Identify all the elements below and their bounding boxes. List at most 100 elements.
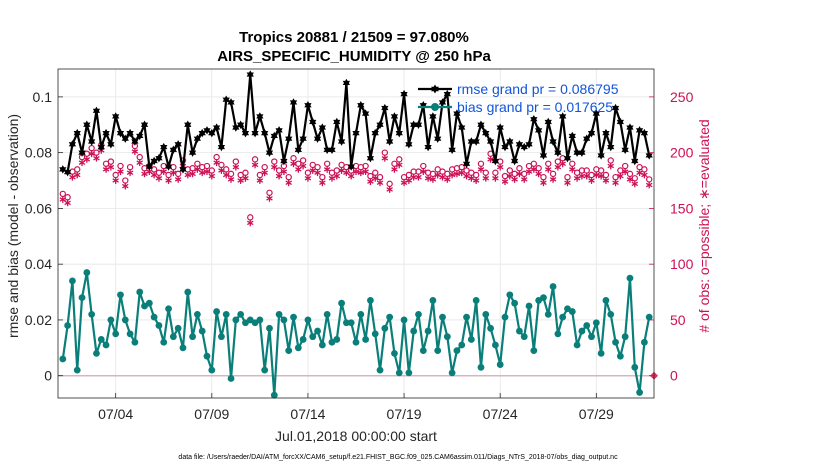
rmse-point — [241, 128, 250, 138]
rmse-point — [347, 162, 355, 171]
bias-point — [367, 297, 374, 304]
evaluated-obs-marker — [155, 174, 163, 182]
bias-point — [193, 310, 201, 318]
evaluated-obs-marker — [160, 168, 168, 176]
rmse-point — [381, 103, 389, 113]
asterisk-stroke — [544, 167, 552, 172]
x-tick-label: 07/24 — [483, 406, 518, 422]
evaluated-obs-marker — [251, 161, 259, 169]
rmse-point — [424, 142, 432, 152]
bias-point — [554, 330, 562, 338]
bias-point — [198, 327, 206, 335]
y2-tick-label: 200 — [670, 145, 694, 161]
rmse-point — [121, 134, 129, 143]
bias-point — [487, 324, 494, 332]
bias-point — [405, 369, 413, 377]
bias-point — [218, 333, 225, 341]
rmse-point — [414, 120, 423, 129]
rmse-point — [217, 142, 226, 152]
bias-point — [640, 338, 648, 346]
bias-point — [386, 313, 394, 321]
bias-point — [491, 341, 499, 349]
bias-point — [227, 375, 235, 382]
bias-point — [525, 302, 533, 310]
rmse-point — [116, 128, 125, 138]
evaluated-obs-marker — [78, 159, 86, 167]
evaluated-obs-marker — [487, 155, 494, 163]
asterisk-stroke — [319, 180, 326, 186]
rmse-point — [640, 128, 649, 138]
evaluated-obs-marker — [299, 162, 307, 170]
evaluated-obs-marker — [323, 165, 331, 173]
asterisk-stroke — [520, 177, 528, 182]
bias-point — [93, 349, 100, 357]
x-tick-label: 07/04 — [98, 406, 133, 422]
bias-point — [117, 291, 124, 299]
evaluated-obs-marker — [285, 179, 292, 187]
bias-point — [578, 327, 586, 335]
asterisk-stroke — [593, 172, 600, 178]
rmse-point — [592, 109, 600, 118]
evaluated-obs-marker — [136, 159, 143, 167]
y-tick-label: 0.02 — [25, 312, 52, 328]
asterisk-stroke — [271, 164, 278, 170]
rmse-point — [525, 140, 533, 149]
bias-point — [73, 366, 81, 374]
bias-point — [520, 333, 528, 341]
y-tick-label: 0.1 — [33, 89, 53, 105]
bias-point — [299, 336, 307, 343]
evaluated-obs-marker — [280, 168, 288, 176]
evaluated-obs-marker — [357, 169, 365, 177]
rmse-point — [357, 101, 365, 110]
bias-point — [88, 310, 96, 318]
asterisk-stroke — [198, 170, 206, 175]
bias-point — [131, 338, 139, 346]
rmse-point — [573, 148, 581, 157]
asterisk-stroke — [155, 176, 163, 181]
rmse-point — [145, 162, 153, 171]
asterisk-stroke — [362, 169, 369, 174]
asterisk-stroke — [227, 177, 235, 182]
bias-point — [559, 313, 567, 321]
evaluated-obs-marker — [333, 172, 341, 180]
evaluated-obs-marker — [165, 177, 172, 184]
x-tick-label: 07/14 — [290, 406, 325, 422]
bias-point — [290, 313, 297, 321]
rmse-point — [208, 128, 216, 138]
asterisk-stroke — [420, 169, 427, 174]
asterisk-stroke — [501, 179, 509, 184]
evaluated-obs-marker — [588, 177, 595, 184]
rmse-point — [270, 131, 278, 141]
rmse-point — [256, 112, 264, 121]
rmse-point — [535, 126, 543, 135]
evaluated-obs-marker — [549, 176, 557, 183]
bias-point — [501, 313, 509, 321]
bias-point — [631, 363, 639, 371]
legend-marker-bias — [431, 103, 439, 111]
evaluated-obs-marker — [593, 171, 600, 179]
asterisk-stroke — [174, 177, 182, 182]
asterisk-stroke — [285, 180, 292, 186]
evaluated-obs-marker — [424, 174, 432, 182]
evaluated-obs-marker — [83, 155, 91, 163]
rmse-point — [318, 123, 326, 132]
asterisk-stroke — [136, 160, 143, 165]
evaluated-obs-marker — [93, 154, 100, 162]
asterisk-stroke — [184, 172, 192, 178]
rmse-point — [73, 128, 81, 138]
rmse-point — [544, 117, 552, 127]
bias-point — [381, 324, 389, 332]
evaluated-obs-marker — [227, 176, 235, 183]
bias-point — [155, 322, 163, 329]
evaluated-obs-marker — [381, 154, 389, 162]
evaluated-obs-marker — [564, 179, 571, 187]
rmse-point — [261, 128, 269, 138]
y2-axis-ticks: 0 50 100 150 200 250 — [649, 89, 694, 384]
evaluated-obs-marker — [482, 174, 490, 182]
rmse-point — [611, 103, 620, 113]
bias-point — [496, 361, 504, 368]
asterisk-stroke — [535, 171, 542, 177]
asterisk-stroke — [391, 167, 398, 172]
evaluated-obs-marker — [395, 161, 403, 169]
bias-point — [169, 333, 177, 341]
